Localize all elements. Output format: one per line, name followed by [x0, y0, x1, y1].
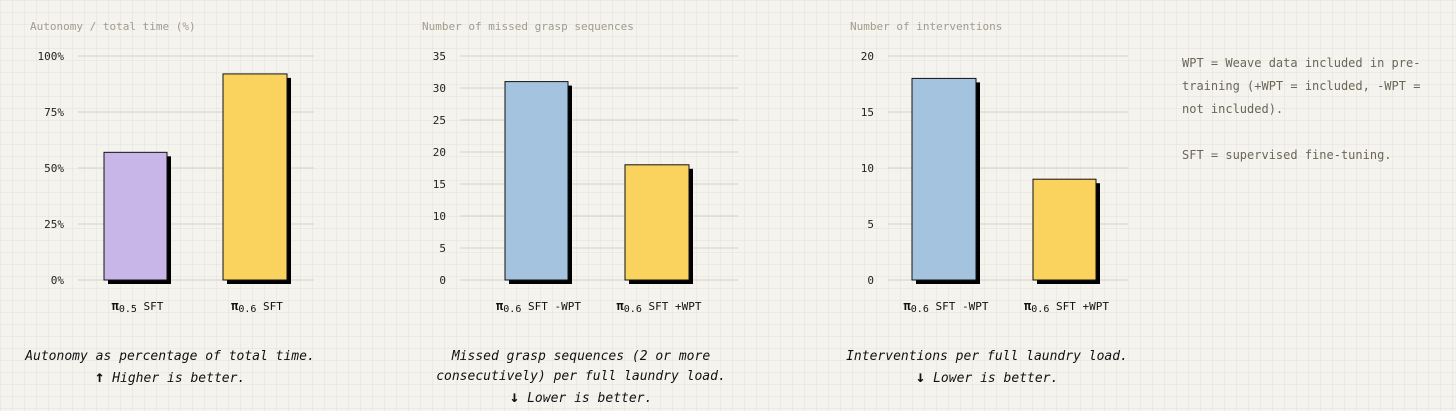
x-tick-label: π0.6 SFT [231, 299, 283, 315]
y-tick-label: 10 [861, 162, 874, 175]
caption-line: consecutively) per full laundry load. [436, 369, 726, 384]
bar [103, 151, 168, 281]
y-tick-label: 15 [861, 106, 874, 119]
y-tick-label: 30 [433, 82, 446, 95]
y-tick-label: 50% [44, 162, 64, 175]
chart-panel-autonomy: Autonomy / total time (%) 0% 25% 50% 75% 100… [30, 0, 330, 411]
y-tick-label: 15 [433, 178, 446, 191]
x-tick-label: π0.6 SFT +WPT [617, 299, 702, 315]
arrow-down-icon: ↓ [509, 387, 520, 406]
caption-direction: ↓ Lower is better. [431, 387, 731, 409]
y-tick-label: 25% [44, 218, 64, 231]
note-wpt: WPT = Weave data included in pre-trainin… [1182, 56, 1421, 116]
caption-line: Missed grasp sequences (2 or more [451, 349, 711, 364]
arrow-down-icon: ↓ [915, 367, 926, 386]
bar [1032, 178, 1097, 281]
x-tick-label: π0.6 SFT +WPT [1024, 299, 1109, 315]
y-tick-label: 0 [439, 274, 446, 287]
bar [624, 164, 690, 281]
chart-title: Autonomy / total time (%) [30, 20, 196, 33]
chart-panel-interventions: Number of interventions 0 5 10 15 20 π0.6 SFT… [850, 0, 1140, 411]
chart-panel-missed-grasp: Number of missed grasp sequences 0 5 10 15 2… [422, 0, 742, 411]
chart-caption-missed-grasp: Missed grasp sequences (2 or more consecu… [431, 347, 731, 409]
bar [222, 73, 288, 281]
x-tick-label: π0.6 SFT -WPT [496, 299, 581, 315]
y-tick-label: 25 [433, 114, 446, 127]
y-tick-label: 10 [433, 210, 446, 223]
y-tick-label: 20 [433, 146, 446, 159]
caption-direction: ↑ Higher is better. [20, 367, 320, 389]
x-tick-label: π0.6 SFT -WPT [904, 299, 989, 315]
caption-note: Lower is better. [519, 391, 653, 406]
chart-title: Number of missed grasp sequences [422, 20, 634, 33]
y-tick-label: 75% [44, 106, 64, 119]
arrow-up-icon: ↑ [94, 367, 105, 386]
legend-notes: WPT = Weave data included in pre-trainin… [1182, 52, 1432, 190]
caption-note: Lower is better. [925, 371, 1059, 386]
caption-direction: ↓ Lower is better. [837, 367, 1137, 389]
caption-line: Autonomy as percentage of total time. [25, 349, 315, 364]
y-tick-label: 5 [867, 218, 874, 231]
bar [504, 81, 569, 281]
chart-caption-interventions: Interventions per full laundry load. ↓ Lo… [837, 347, 1137, 389]
bar [911, 77, 977, 281]
note-sft: SFT = supervised fine-tuning. [1182, 148, 1392, 162]
chart-caption-autonomy: Autonomy as percentage of total time. ↑ H… [20, 347, 320, 389]
y-tick-label: 0 [867, 274, 874, 287]
caption-line: Interventions per full laundry load. [846, 349, 1128, 364]
chart-title: Number of interventions [850, 20, 1003, 33]
y-tick-label: 35 [433, 50, 446, 63]
y-tick-label: 5 [439, 242, 446, 255]
caption-note: Higher is better. [104, 371, 246, 386]
x-tick-label: π0.5 SFT [112, 299, 164, 315]
y-tick-label: 0% [51, 274, 65, 287]
chart-plot: 0 5 10 15 20 π0.6 SFT -WPT π0.6 SFT +WPT [861, 50, 1128, 315]
chart-plot: 0 5 10 15 20 25 30 35 π0.6 SFT -WPT π0.6 SFT +WPT [433, 50, 738, 315]
y-tick-label: 100% [38, 50, 65, 63]
chart-plot: 0% 25% 50% 75% 100% π0.5 SFT π0.6 SFT [38, 50, 314, 315]
y-tick-label: 20 [861, 50, 874, 63]
